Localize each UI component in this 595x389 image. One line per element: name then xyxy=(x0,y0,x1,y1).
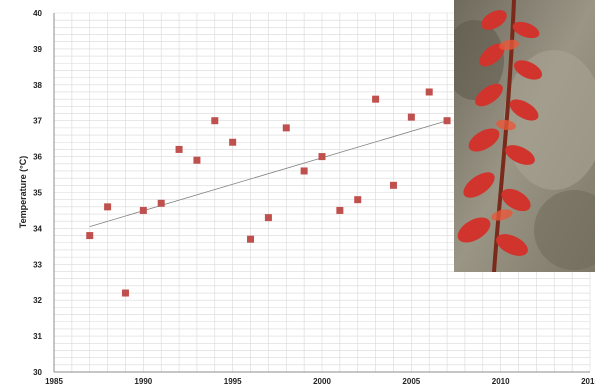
y-tick-label: 31 xyxy=(33,332,42,341)
data-point xyxy=(318,153,326,161)
data-point xyxy=(425,88,433,96)
x-tick-label: 1995 xyxy=(224,377,242,386)
y-axis-title: Temperature (°C) xyxy=(18,156,28,228)
y-tick-label: 36 xyxy=(33,153,42,162)
y-tick-label: 39 xyxy=(33,45,42,54)
red-leaf-branch-photo xyxy=(454,0,595,272)
data-point xyxy=(389,181,397,189)
x-tick-label: 2010 xyxy=(492,377,510,386)
y-tick-label: 33 xyxy=(33,260,42,269)
data-point xyxy=(247,235,255,243)
data-point xyxy=(264,214,272,222)
data-point xyxy=(407,113,415,121)
y-tick-label: 37 xyxy=(33,117,42,126)
chart-axes xyxy=(53,13,590,373)
data-point xyxy=(443,117,451,125)
x-tick-label: 2005 xyxy=(402,377,420,386)
x-tick-label: 1990 xyxy=(134,377,152,386)
data-point xyxy=(121,289,129,297)
data-point xyxy=(175,145,183,153)
y-tick-label: 34 xyxy=(33,224,42,233)
data-point xyxy=(300,167,308,175)
data-point xyxy=(86,232,94,240)
data-point xyxy=(336,206,344,214)
y-tick-label: 38 xyxy=(33,81,42,90)
data-points-layer xyxy=(86,88,451,297)
data-point xyxy=(104,203,112,211)
y-axis-tick-labels: 30 31 32 33 34 35 36 37 38 39 40 xyxy=(33,9,42,377)
x-tick-label: 2000 xyxy=(313,377,331,386)
trendline-layer xyxy=(89,120,448,227)
y-tick-label: 32 xyxy=(33,296,42,305)
data-point xyxy=(211,117,219,125)
data-point xyxy=(193,156,201,164)
y-tick-label: 40 xyxy=(33,9,42,18)
x-tick-label: 2015 xyxy=(581,377,595,386)
data-point xyxy=(282,124,290,132)
y-tick-label: 30 xyxy=(33,368,42,377)
data-point xyxy=(157,199,165,207)
data-point xyxy=(139,206,147,214)
data-point xyxy=(229,138,237,146)
x-tick-label: 1985 xyxy=(45,377,63,386)
x-axis-tick-labels: 1985 1990 1995 2000 2005 2010 2015 xyxy=(45,377,595,386)
trendline xyxy=(89,120,448,227)
y-tick-label: 35 xyxy=(33,189,42,198)
data-point xyxy=(372,95,380,103)
data-point xyxy=(354,196,362,204)
